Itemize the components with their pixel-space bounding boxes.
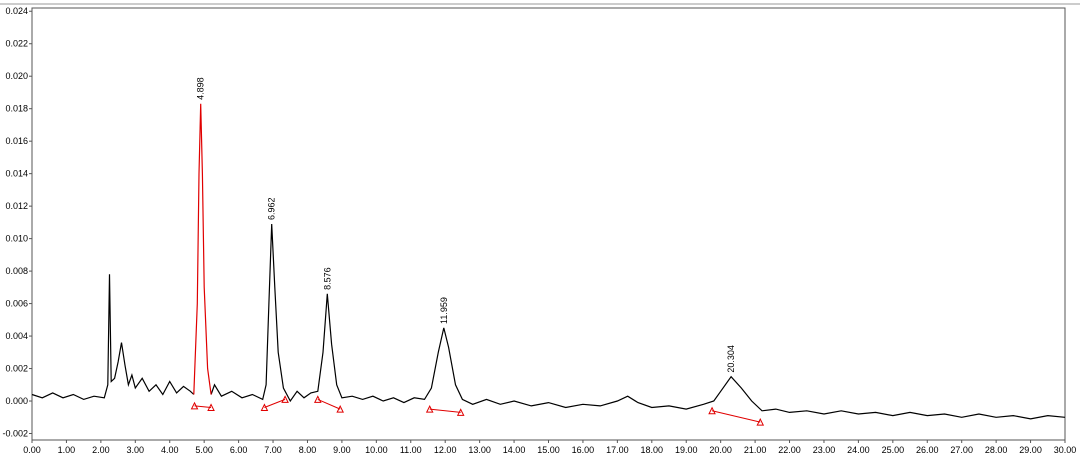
x-tick-label: 2.00 (92, 445, 110, 455)
x-tick-label: 18.00 (641, 445, 664, 455)
y-tick-label: 0.002 (5, 364, 28, 374)
baseline-marker (313, 395, 322, 403)
baseline-marker (425, 405, 434, 413)
y-tick-label: 0.022 (5, 39, 28, 49)
x-tick-label: 10.00 (365, 445, 388, 455)
baseline (194, 405, 212, 409)
y-tick-label: 0.014 (5, 169, 28, 179)
baseline (711, 410, 761, 423)
x-tick-label: 28.00 (985, 445, 1008, 455)
baseline-marker (456, 408, 465, 416)
y-tick-label: 0.006 (5, 299, 28, 309)
x-tick-label: 21.00 (744, 445, 767, 455)
baseline-marker (207, 403, 215, 412)
x-tick-label: 29.00 (1019, 445, 1042, 455)
baseline (429, 408, 461, 413)
baseline (317, 398, 341, 410)
y-tick-label: 0.012 (5, 201, 28, 211)
y-tick-label: 0.010 (5, 234, 28, 244)
peak-label: 8.576 (322, 267, 332, 290)
x-tick-label: 9.00 (333, 445, 351, 455)
x-tick-label: 3.00 (127, 445, 145, 455)
peak-label: 4.898 (196, 77, 206, 100)
y-tick-label: 0.008 (5, 266, 28, 276)
x-tick-label: 7.00 (264, 445, 282, 455)
baseline-marker (281, 395, 289, 403)
y-tick-label: -0.002 (2, 429, 28, 439)
trace (193, 103, 212, 395)
baseline-marker (708, 406, 716, 415)
x-tick-label: 13.00 (468, 445, 491, 455)
x-tick-label: 26.00 (916, 445, 939, 455)
x-tick-label: 23.00 (813, 445, 836, 455)
x-tick-label: 15.00 (537, 445, 560, 455)
baseline (264, 398, 286, 408)
baseline-marker (336, 405, 344, 413)
x-tick-label: 27.00 (950, 445, 973, 455)
y-tick-label: 0.024 (5, 6, 28, 16)
peak-label: 20.304 (726, 345, 736, 373)
x-tick-label: 25.00 (882, 445, 905, 455)
x-tick-label: 24.00 (847, 445, 870, 455)
x-tick-label: 19.00 (675, 445, 698, 455)
x-tick-label: 12.00 (434, 445, 457, 455)
baseline-marker (190, 401, 199, 410)
baseline-marker (756, 418, 765, 426)
x-tick-label: 14.00 (503, 445, 526, 455)
peak-label: 6.962 (267, 197, 277, 220)
x-tick-label: 22.00 (778, 445, 801, 455)
x-tick-label: 6.00 (230, 445, 248, 455)
peak-label: 11.959 (439, 297, 449, 324)
x-tick-label: 4.00 (161, 445, 179, 455)
x-tick-label: 17.00 (606, 445, 629, 455)
x-tick-label: 1.00 (58, 445, 76, 455)
x-tick-label: 30.00 (1054, 445, 1077, 455)
y-tick-label: 0.016 (5, 136, 28, 146)
x-tick-label: 11.00 (400, 445, 422, 455)
baseline-marker (260, 403, 269, 412)
trace (31, 223, 1066, 420)
x-tick-label: 5.00 (195, 445, 213, 455)
y-tick-label: 0.018 (5, 104, 28, 114)
x-tick-label: 0.00 (23, 445, 41, 455)
y-tick-label: 0.020 (5, 71, 28, 81)
y-tick-label: 0.000 (5, 396, 28, 406)
x-tick-label: 16.00 (572, 445, 595, 455)
y-tick-label: 0.004 (5, 331, 28, 341)
x-tick-label: 20.00 (709, 445, 732, 455)
x-tick-label: 8.00 (299, 445, 317, 455)
